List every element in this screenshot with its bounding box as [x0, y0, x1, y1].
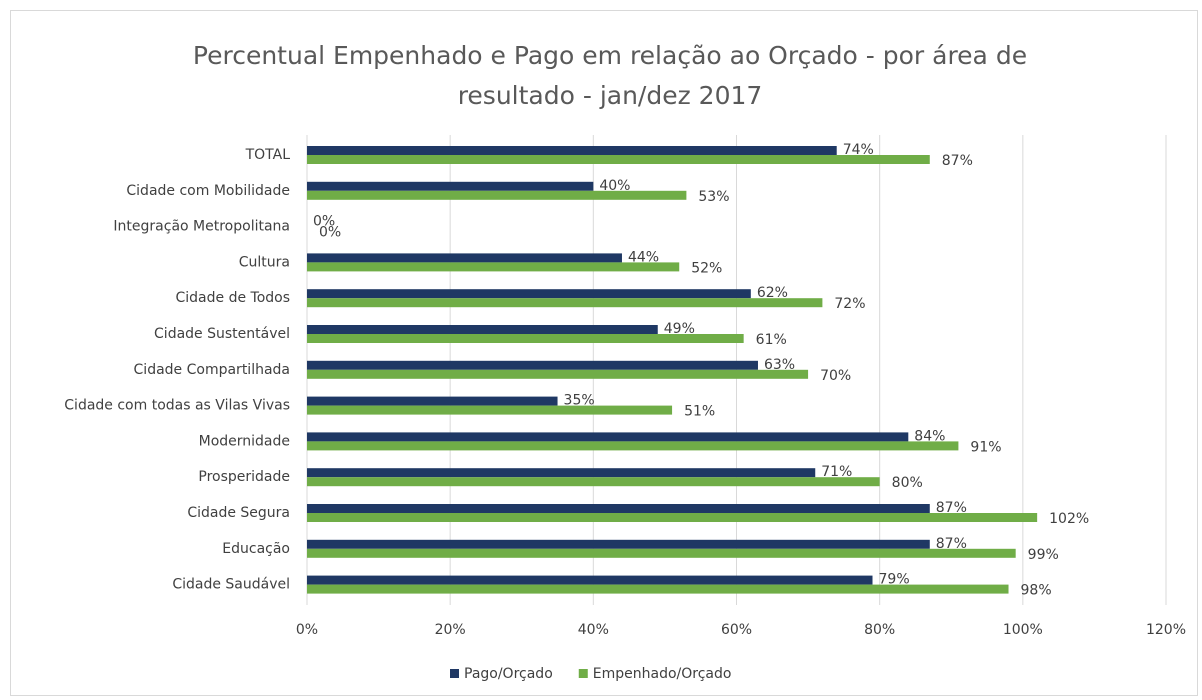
x-tick-label: 0%	[296, 622, 318, 638]
data-label: 87%	[936, 536, 967, 552]
data-label: 51%	[684, 404, 715, 420]
y-tick-label: Cidade com Mobilidade	[126, 183, 290, 199]
y-tick-label: Cultura	[239, 254, 290, 270]
data-label: 53%	[698, 189, 729, 205]
data-label: 87%	[942, 153, 973, 169]
legend-swatch	[578, 669, 588, 678]
bar	[307, 441, 959, 451]
bar	[307, 468, 816, 478]
y-tick-label: Educação	[222, 541, 290, 557]
data-label: 35%	[564, 393, 595, 409]
bar	[307, 548, 1016, 558]
bar	[307, 146, 837, 155]
bar	[307, 181, 594, 191]
x-tick-label: 100%	[1003, 622, 1043, 638]
bar	[307, 253, 622, 263]
y-tick-label: TOTAL	[245, 147, 291, 163]
data-label: 63%	[764, 357, 795, 373]
y-tick-label: Modernidade	[199, 433, 290, 449]
y-tick-label: Cidade Segura	[187, 505, 290, 521]
legend-label: Empenhado/Orçado	[593, 666, 732, 682]
data-label: 91%	[970, 439, 1001, 455]
data-label: 102%	[1049, 511, 1089, 527]
chart-title: Percentual Empenhado e Pago em relação a…	[192, 41, 1028, 110]
data-label: 84%	[914, 428, 945, 444]
bar	[307, 369, 809, 379]
bar	[307, 584, 1009, 594]
bar	[307, 190, 687, 200]
bar	[307, 432, 909, 442]
y-tick-label: Prosperidade	[198, 469, 290, 485]
data-label: 49%	[664, 321, 695, 337]
data-label: 72%	[834, 296, 865, 312]
x-tick-label: 80%	[864, 622, 895, 638]
chart-frame	[10, 10, 1198, 696]
y-tick-label: Integração Metropolitana	[113, 219, 290, 235]
bar	[307, 575, 873, 585]
data-label: 61%	[756, 332, 787, 348]
bar	[307, 298, 823, 308]
y-tick-label: Cidade de Todos	[175, 290, 290, 306]
data-label: 74%	[843, 142, 874, 158]
data-label: 62%	[757, 285, 788, 301]
y-tick-label: Cidade Compartilhada	[134, 362, 290, 378]
bar	[307, 262, 680, 272]
bar	[307, 334, 744, 343]
bar	[307, 325, 658, 334]
x-tick-label: 60%	[721, 622, 752, 638]
bar	[307, 513, 1038, 522]
bar	[307, 477, 880, 487]
bar	[307, 396, 558, 406]
data-label: 0%	[313, 214, 335, 230]
x-tick-label: 20%	[435, 622, 466, 638]
data-label: 70%	[820, 368, 851, 384]
data-label: 87%	[936, 500, 967, 516]
data-label: 40%	[599, 178, 630, 194]
data-label: 99%	[1028, 547, 1059, 563]
legend-swatch	[450, 669, 459, 678]
data-label: 44%	[628, 249, 659, 265]
bar	[307, 289, 751, 299]
data-label: 98%	[1021, 583, 1052, 599]
data-label: 71%	[821, 464, 852, 480]
y-tick-label: Cidade Sustentável	[154, 326, 290, 342]
bar	[307, 360, 758, 370]
data-label: 0%	[319, 225, 341, 241]
x-tick-label: 40%	[578, 622, 609, 638]
bar	[307, 405, 673, 415]
data-label: 52%	[691, 260, 722, 276]
data-label: 79%	[879, 572, 910, 588]
data-label: 80%	[892, 475, 923, 491]
bar	[307, 504, 930, 513]
bar	[307, 155, 930, 164]
bar	[307, 539, 930, 549]
legend-label: Pago/Orçado	[464, 666, 553, 682]
x-tick-label: 120%	[1146, 622, 1186, 638]
y-tick-label: Cidade com todas as Vilas Vivas	[64, 398, 290, 414]
y-tick-label: Cidade Saudável	[172, 577, 290, 593]
